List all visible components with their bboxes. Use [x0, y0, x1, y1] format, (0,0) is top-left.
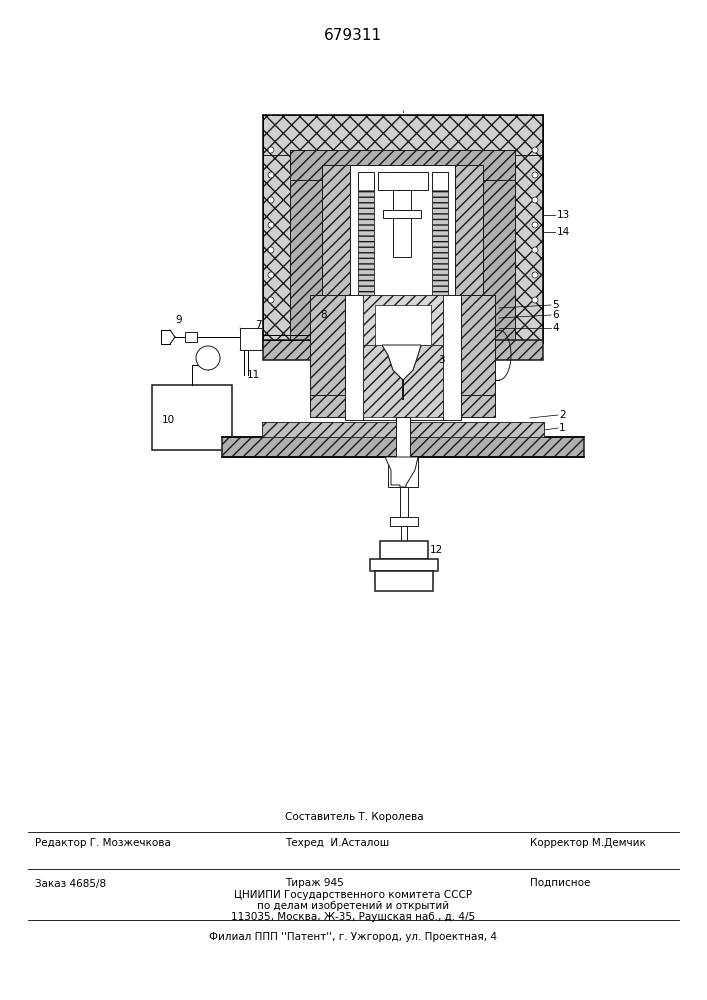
Text: 6: 6: [552, 310, 559, 320]
Text: Корректор М.Демчик: Корректор М.Демчик: [530, 838, 646, 848]
Bar: [350, 165, 455, 340]
Bar: [363, 295, 443, 420]
Bar: [432, 172, 448, 337]
Bar: [322, 165, 350, 340]
Circle shape: [268, 247, 274, 253]
Circle shape: [196, 346, 220, 370]
Bar: [400, 487, 408, 517]
Polygon shape: [382, 345, 421, 400]
Text: 2: 2: [559, 410, 566, 420]
Circle shape: [268, 147, 274, 153]
Text: Составитель Т. Королева: Составитель Т. Королева: [285, 812, 423, 822]
Polygon shape: [385, 457, 418, 487]
Text: 5: 5: [552, 300, 559, 310]
Bar: [483, 150, 515, 340]
Bar: [460, 295, 495, 405]
Bar: [185, 332, 197, 342]
Bar: [345, 295, 363, 420]
Circle shape: [268, 222, 274, 228]
Bar: [388, 457, 418, 487]
Bar: [310, 395, 495, 417]
Bar: [375, 305, 431, 345]
Text: 4: 4: [552, 323, 559, 333]
Bar: [501, 115, 543, 343]
Bar: [393, 172, 411, 257]
Bar: [396, 417, 410, 457]
Bar: [290, 150, 515, 180]
Circle shape: [268, 172, 274, 178]
Bar: [240, 328, 262, 350]
Bar: [380, 541, 428, 559]
Bar: [390, 517, 418, 526]
Circle shape: [268, 272, 274, 278]
Bar: [363, 345, 443, 417]
Bar: [383, 210, 421, 218]
Text: 11: 11: [247, 370, 260, 380]
Circle shape: [532, 172, 538, 178]
Text: 10: 10: [162, 415, 175, 425]
Bar: [393, 190, 411, 210]
Circle shape: [268, 297, 274, 303]
Bar: [310, 295, 345, 405]
Polygon shape: [382, 345, 421, 400]
Text: 113035, Москва, Ж-35, Раушская наб., д. 4/5: 113035, Москва, Ж-35, Раушская наб., д. …: [231, 912, 475, 922]
Bar: [263, 115, 305, 343]
Bar: [358, 172, 374, 337]
Bar: [358, 190, 374, 335]
Text: 8: 8: [320, 310, 327, 320]
Bar: [443, 295, 461, 420]
Text: Заказ 4685/8: Заказ 4685/8: [35, 879, 106, 889]
Bar: [263, 115, 543, 155]
Bar: [432, 190, 448, 335]
Text: Тираж 945: Тираж 945: [285, 878, 344, 888]
Circle shape: [268, 197, 274, 203]
Bar: [375, 571, 433, 591]
Text: Техред  И.Асталош: Техред И.Асталош: [285, 838, 390, 848]
Bar: [263, 340, 543, 360]
Bar: [262, 422, 544, 437]
Bar: [401, 526, 407, 541]
Circle shape: [532, 197, 538, 203]
Circle shape: [532, 297, 538, 303]
Text: ЦНИИПИ Государственного комитета СССР: ЦНИИПИ Государственного комитета СССР: [234, 890, 472, 900]
Text: 12: 12: [430, 545, 443, 555]
Text: Редактор Г. Мозжечкова: Редактор Г. Мозжечкова: [35, 838, 171, 848]
Bar: [290, 150, 322, 340]
Bar: [152, 385, 232, 450]
Text: Филиал ППП ''Патент'', г. Ужгород, ул. Проектная, 4: Филиал ППП ''Патент'', г. Ужгород, ул. П…: [209, 932, 497, 942]
Circle shape: [532, 222, 538, 228]
Text: 14: 14: [557, 227, 571, 237]
Bar: [363, 295, 443, 345]
Text: 679311: 679311: [324, 28, 382, 43]
Bar: [455, 165, 483, 340]
Bar: [378, 172, 428, 190]
Text: 1: 1: [559, 423, 566, 433]
Circle shape: [532, 272, 538, 278]
Circle shape: [532, 247, 538, 253]
Bar: [222, 437, 584, 457]
Text: 9: 9: [175, 315, 182, 325]
Text: по делам изобретений и открытий: по делам изобретений и открытий: [257, 901, 449, 911]
Circle shape: [532, 147, 538, 153]
Text: 3: 3: [438, 355, 445, 365]
Text: 13: 13: [557, 210, 571, 220]
Text: Подписное: Подписное: [530, 878, 590, 888]
Text: 7: 7: [255, 320, 262, 330]
Bar: [262, 422, 544, 437]
Bar: [370, 559, 438, 571]
